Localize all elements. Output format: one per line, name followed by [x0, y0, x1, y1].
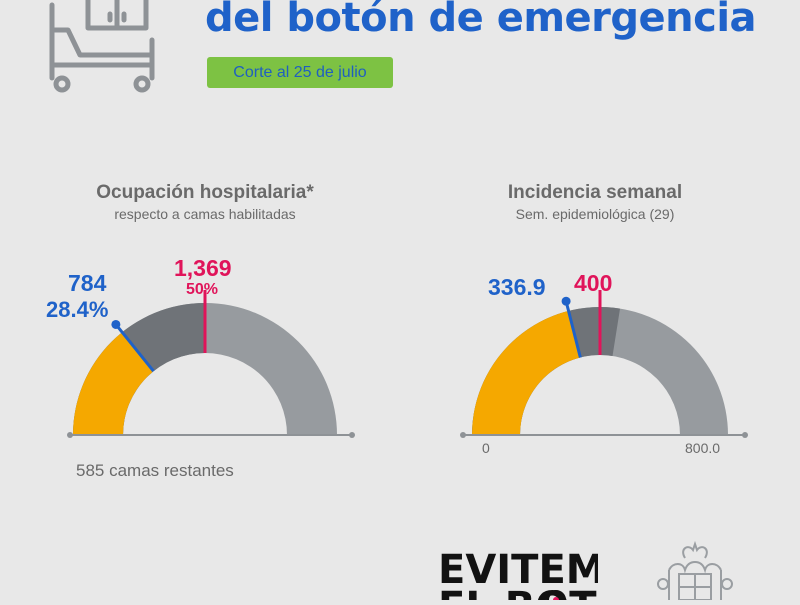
- campaign-logo-line2: EL BOTÓN: [438, 587, 598, 600]
- incidence-threshold-value: 400: [574, 270, 613, 296]
- occupancy-subtitle: respecto a camas habilitadas: [114, 206, 296, 222]
- incidence-baseline-right-dot: [742, 432, 748, 438]
- occupancy-title: Ocupación hospitalaria*: [96, 182, 314, 203]
- hospital-bed-icon: [40, 0, 170, 95]
- incidence-baseline-left-dot: [460, 432, 466, 438]
- incidence-min-label: 0: [482, 440, 490, 456]
- occupancy-percent: 28.4%: [46, 297, 109, 322]
- occupancy-value-pointer-dot: [111, 319, 121, 329]
- occupancy-gauge-fill: [73, 332, 154, 435]
- campaign-logo-line1: EVITEMOS: [438, 550, 598, 593]
- occupancy-gauge: [67, 290, 355, 438]
- campaign-logo: EVITEMOS EL BOTÓN: [438, 550, 598, 600]
- incidence-gauge-fill: [472, 310, 581, 435]
- occupancy-value-pointer: [114, 323, 155, 373]
- incidence-value-pointer: [564, 300, 582, 358]
- coat-of-arms-icon: [655, 540, 735, 601]
- incidence-gauge: [460, 290, 748, 438]
- incidence-title: Incidencia semanal: [507, 182, 683, 203]
- incidence-value: 336.9: [488, 274, 546, 300]
- page-title: del botón de emergencia: [205, 0, 757, 41]
- occupancy-threshold-value: 1,369: [174, 255, 232, 281]
- incidence-value-pointer-dot: [561, 296, 571, 306]
- occupancy-baseline-left-dot: [67, 432, 73, 438]
- occupancy-threshold-percent: 50%: [186, 281, 219, 298]
- incidence-subtitle: Sem. epidemiológica (29): [515, 206, 675, 222]
- occupancy-value: 784: [68, 270, 107, 296]
- occupancy-baseline-right-dot: [349, 432, 355, 438]
- occupancy-remaining-beds: 585 camas restantes: [76, 461, 234, 480]
- alarm-button-icon: [546, 590, 566, 600]
- cutoff-date-badge: Corte al 25 de julio: [207, 57, 393, 88]
- incidence-max-label: 800.0: [685, 440, 721, 456]
